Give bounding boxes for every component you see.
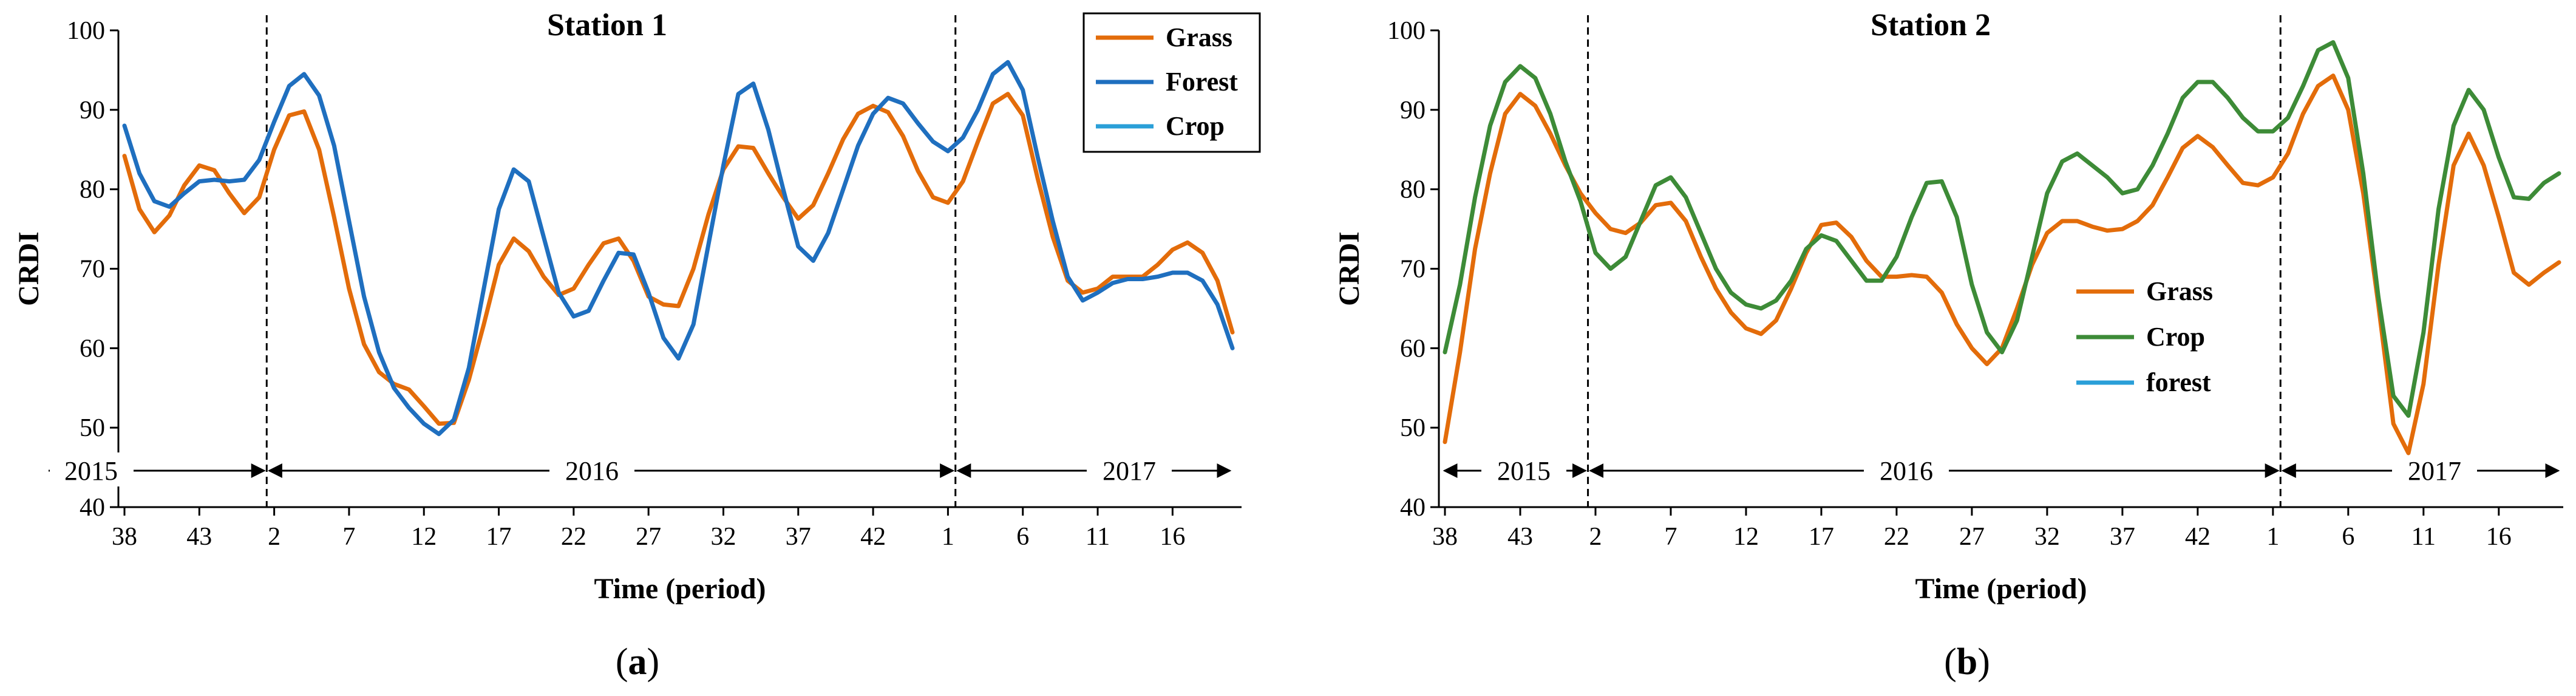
x-tick-label: 27 xyxy=(1959,523,1985,551)
year-label: 2016 xyxy=(565,456,619,486)
chart-title: Station 2 xyxy=(1871,8,1991,43)
x-tick-label: 11 xyxy=(1086,523,1110,551)
x-tick-label: 16 xyxy=(2486,523,2512,551)
x-axis-label: Time (period) xyxy=(1915,573,2087,605)
year-label-bg xyxy=(2393,452,2476,486)
x-tick-label: 6 xyxy=(2342,523,2354,551)
y-tick-label: 90 xyxy=(1400,97,1426,125)
y-tick-label: 70 xyxy=(1400,256,1426,284)
year-label: 2017 xyxy=(1103,456,1156,486)
x-tick-label: 27 xyxy=(636,523,661,551)
x-tick-label: 12 xyxy=(411,523,437,551)
y-tick-label: 60 xyxy=(1400,335,1426,363)
y-tick-label: 80 xyxy=(80,176,105,204)
y-tick-label: 40 xyxy=(80,494,105,522)
y-tick-label: 90 xyxy=(80,97,105,125)
series-line-forest xyxy=(122,60,1235,437)
x-tick-label: 17 xyxy=(486,523,512,551)
x-tick-label: 22 xyxy=(561,523,586,551)
x-axis-label: Time (period) xyxy=(594,573,766,605)
chart-title: Station 1 xyxy=(547,8,667,43)
x-tick-label: 22 xyxy=(1884,523,1909,551)
x-tick-label: 38 xyxy=(112,523,137,551)
x-tick-label: 12 xyxy=(1733,523,1759,551)
x-tick-label: 32 xyxy=(710,523,736,551)
y-tick-label: 100 xyxy=(1387,17,1426,45)
y-tick-label: 80 xyxy=(1400,176,1426,204)
year-label: 2016 xyxy=(1880,456,1933,486)
legend-label-crop: Crop xyxy=(1166,111,1225,141)
year-label: 2017 xyxy=(2408,456,2461,486)
x-tick-label: 16 xyxy=(1160,523,1185,551)
legend-label-grass: Grass xyxy=(2146,276,2213,306)
x-tick-label: 1 xyxy=(2266,523,2279,551)
caption-open-paren: ( xyxy=(1944,641,1957,683)
year-label-bg xyxy=(50,452,132,486)
series-line-grass xyxy=(122,92,1235,426)
x-tick-label: 11 xyxy=(2411,523,2436,551)
x-tick-label: 37 xyxy=(786,523,811,551)
year-label-bg xyxy=(1088,452,1171,486)
y-tick-label: 100 xyxy=(67,17,105,45)
x-tick-label: 2 xyxy=(268,523,280,551)
x-tick-label: 37 xyxy=(2110,523,2135,551)
legend-label-grass: Grass xyxy=(1166,22,1232,52)
caption-close-paren: ) xyxy=(647,641,660,683)
y-axis-label: CRDI xyxy=(13,231,45,306)
year-label-bg xyxy=(551,452,633,486)
y-axis-label: CRDI xyxy=(1333,231,1365,306)
legend-label-crop: Crop xyxy=(2146,322,2205,352)
year-label-bg xyxy=(1865,452,1948,486)
caption-letter: a xyxy=(628,641,647,683)
year-label: 2015 xyxy=(1497,456,1551,486)
x-tick-label: 2 xyxy=(1589,523,1602,551)
x-tick-label: 17 xyxy=(1809,523,1834,551)
x-tick-label: 32 xyxy=(2034,523,2060,551)
y-tick-label: 60 xyxy=(80,335,105,363)
caption-close-paren: ) xyxy=(1977,641,1990,683)
year-label: 2015 xyxy=(64,456,118,486)
x-tick-label: 38 xyxy=(1432,523,1458,551)
x-tick-label: 7 xyxy=(1664,523,1677,551)
y-tick-label: 50 xyxy=(80,414,105,442)
caption-open-paren: ( xyxy=(616,641,628,683)
y-tick-label: 50 xyxy=(1400,414,1426,442)
legend-label-forest: forest xyxy=(2146,367,2211,397)
chart-caption: (a) xyxy=(616,641,659,683)
x-tick-label: 7 xyxy=(342,523,355,551)
year-label-bg xyxy=(1483,452,1565,486)
x-tick-label: 43 xyxy=(1507,523,1533,551)
legend-label-forest: Forest xyxy=(1166,67,1238,97)
x-tick-label: 1 xyxy=(942,523,954,551)
y-tick-label: 70 xyxy=(80,256,105,284)
chart-caption: (b) xyxy=(1944,641,1990,683)
caption-letter: b xyxy=(1957,641,1977,683)
x-tick-label: 42 xyxy=(860,523,886,551)
series-line-crop xyxy=(1443,40,2561,418)
x-tick-label: 42 xyxy=(2185,523,2211,551)
y-tick-label: 40 xyxy=(1400,494,1426,522)
x-tick-label: 6 xyxy=(1016,523,1029,551)
x-tick-label: 43 xyxy=(186,523,212,551)
